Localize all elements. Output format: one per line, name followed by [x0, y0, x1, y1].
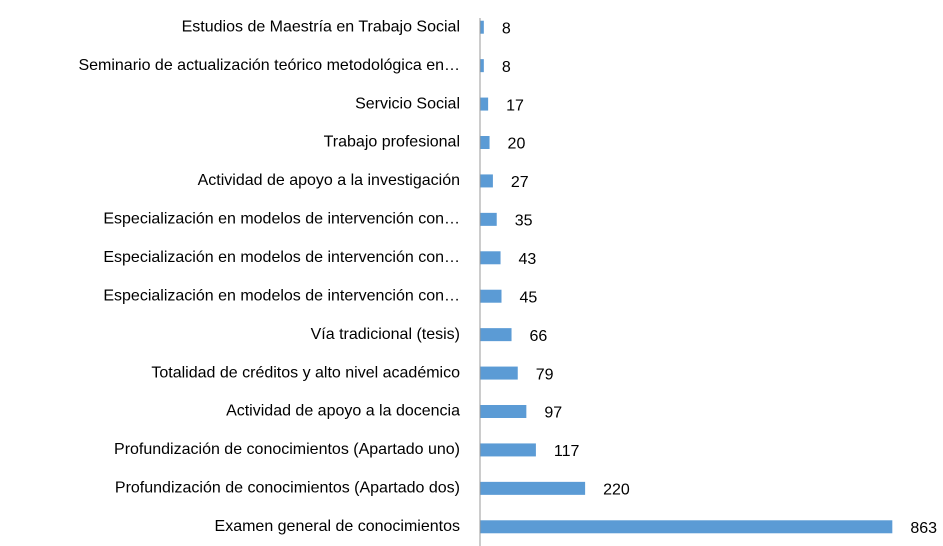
y-tick-label: Seminario de actualización teórico metod…	[78, 57, 460, 74]
bar	[480, 59, 484, 73]
bar	[480, 443, 536, 457]
data-label: 8	[502, 20, 511, 37]
y-tick-label: Totalidad de créditos y alto nivel acadé…	[151, 364, 460, 381]
y-tick-label: Profundización de conocimientos (Apartad…	[115, 480, 460, 497]
y-tick-label: Actividad de apoyo a la investigación	[198, 172, 460, 189]
y-tick-label: Actividad de apoyo a la docencia	[226, 403, 460, 420]
data-label: 20	[508, 136, 526, 153]
y-tick-label: Estudios de Maestría en Trabajo Social	[182, 18, 460, 35]
bar	[480, 136, 490, 149]
data-label: 97	[544, 405, 562, 422]
data-label: 35	[515, 213, 533, 230]
bar	[480, 366, 518, 380]
y-tick-label: Especialización en modelos de intervenci…	[103, 249, 460, 266]
y-tick-label: Trabajo profesional	[324, 134, 460, 151]
bar	[480, 20, 484, 34]
y-tick-label: Especialización en modelos de intervenci…	[103, 287, 460, 304]
data-label: 79	[536, 366, 554, 383]
bar	[480, 251, 501, 265]
bar	[480, 481, 586, 495]
data-label: 220	[603, 482, 630, 499]
data-label: 27	[511, 174, 529, 191]
data-label: 43	[519, 251, 537, 268]
bar	[480, 520, 893, 534]
data-label: 66	[530, 328, 548, 345]
data-label: 45	[520, 289, 538, 306]
y-tick-label: Vía tradicional (tesis)	[311, 326, 460, 343]
data-label: 17	[506, 97, 524, 114]
bar	[480, 174, 493, 188]
data-label: 117	[554, 443, 580, 460]
bar	[480, 97, 489, 111]
y-tick-label: Servicio Social	[355, 95, 460, 112]
y-tick-label: Especialización en modelos de intervenci…	[103, 211, 460, 228]
bar	[480, 405, 527, 418]
bar	[480, 212, 497, 226]
y-tick-label: Examen general de conocimientos	[215, 518, 460, 535]
y-tick-label: Profundización de conocimientos (Apartad…	[114, 441, 460, 458]
bar	[480, 328, 512, 342]
data-label: 8	[502, 59, 511, 76]
data-label: 863	[910, 520, 937, 537]
bar	[480, 289, 502, 303]
